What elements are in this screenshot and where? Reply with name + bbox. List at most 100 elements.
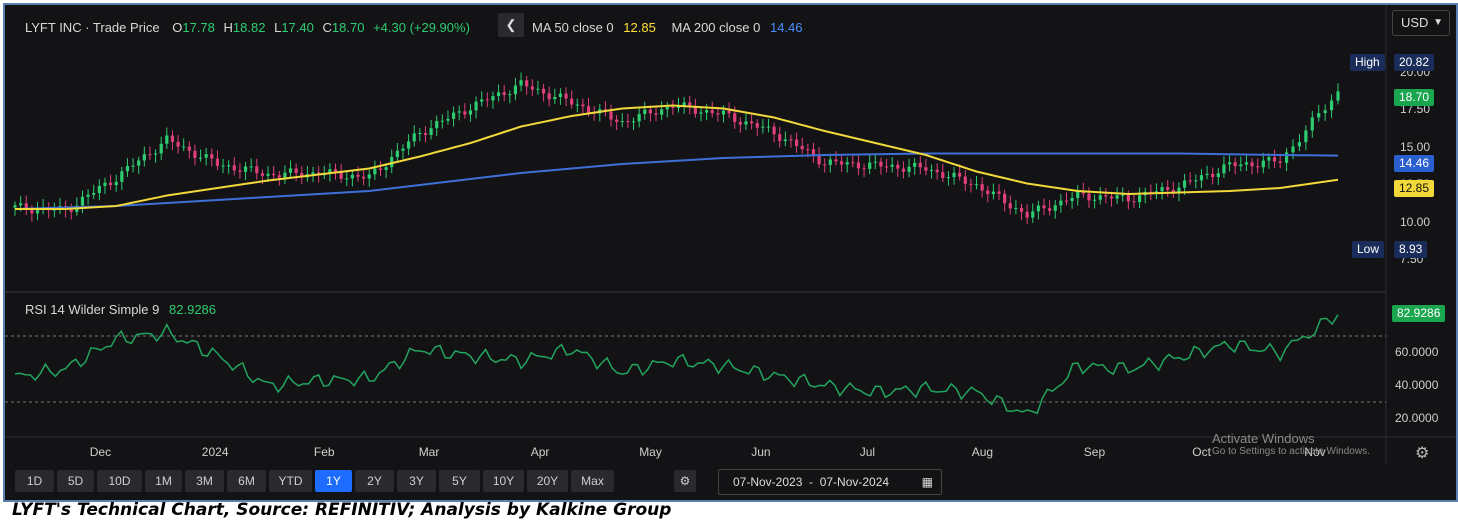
candle-body — [884, 166, 889, 168]
candle-body — [693, 107, 697, 114]
candle-body — [1250, 162, 1254, 167]
candle-body — [1115, 195, 1119, 199]
range-button-1d[interactable]: 1D — [15, 470, 54, 492]
candle-body — [114, 181, 118, 186]
candle-body — [570, 98, 574, 105]
candle-body — [789, 139, 793, 141]
candle-body — [345, 178, 349, 180]
collapse-legend-button[interactable]: ❮ — [498, 13, 524, 37]
ma50-tag-text: 12.85 — [1399, 181, 1430, 195]
time-tick-label: Sep — [1083, 445, 1106, 459]
candle-body — [19, 203, 23, 206]
ma50-tag: 12.85 — [1394, 180, 1435, 197]
candle-body — [761, 126, 765, 128]
candle-body — [176, 141, 180, 147]
time-tick-label: Jul — [859, 445, 876, 459]
candle-body — [260, 173, 265, 176]
candle-body — [1048, 208, 1052, 211]
candle-body — [193, 150, 197, 158]
candle-body — [1132, 201, 1136, 203]
candle-body — [907, 166, 911, 172]
range-button-1m[interactable]: 1M — [145, 470, 182, 492]
candle-body — [52, 209, 56, 211]
range-button-3m[interactable]: 3M — [185, 470, 224, 492]
candle-body — [991, 191, 995, 195]
range-button-5d[interactable]: 5D — [57, 470, 94, 492]
currency-select[interactable]: USD ▼ — [1392, 10, 1450, 36]
candle-body — [929, 169, 934, 171]
ma-legend: MA 50 close 0 12.85 MA 200 close 0 14.46 — [532, 20, 803, 35]
candle-body — [182, 146, 186, 148]
candle-body — [159, 143, 163, 154]
time-tick-label: Aug — [971, 445, 994, 459]
candle-body — [744, 121, 748, 125]
candle-body — [457, 111, 461, 113]
candle-body — [901, 168, 906, 172]
ma50-label: MA 50 close 0 — [532, 20, 614, 35]
range-button-ytd[interactable]: YTD — [269, 470, 312, 492]
symbol-name: LYFT INC · Trade Price — [25, 20, 160, 35]
candle-body — [131, 165, 135, 167]
chevron-left-icon: ❮ — [505, 17, 517, 32]
candle-body — [862, 168, 866, 170]
candle-body — [255, 166, 259, 174]
range-button-10y[interactable]: 10Y — [483, 470, 524, 492]
range-button-1y[interactable]: 1Y — [315, 470, 352, 492]
candle-body — [249, 166, 253, 168]
time-tick-label: Oct — [1192, 445, 1211, 459]
candle-body — [676, 106, 681, 108]
low-tag: Low — [1352, 241, 1385, 258]
candle-body — [766, 126, 771, 128]
candle-body — [468, 110, 473, 115]
rsi-value-tag-text: 82.9286 — [1397, 306, 1441, 320]
ma50-value: 12.85 — [623, 20, 656, 35]
candle-body — [575, 104, 579, 106]
watermark: Activate Windows Go to Settings to activ… — [1212, 431, 1370, 457]
range-button-5y[interactable]: 5Y — [439, 470, 480, 492]
candle-body — [384, 167, 388, 170]
range-button-3y[interactable]: 3Y — [397, 470, 436, 492]
candle-body — [1323, 110, 1327, 114]
candle-body — [288, 168, 293, 173]
candle-body — [778, 134, 782, 142]
candle-body — [80, 196, 85, 206]
candle-body — [1205, 173, 1209, 176]
range-button-6m[interactable]: 6M — [227, 470, 266, 492]
currency-value: USD — [1401, 15, 1429, 30]
candle-body — [221, 165, 225, 167]
candle-body — [92, 192, 96, 195]
candle-body — [626, 121, 630, 123]
range-button-10d[interactable]: 10D — [97, 470, 142, 492]
candle-body — [1310, 117, 1314, 131]
candle-body — [272, 173, 276, 176]
candle-body — [440, 120, 444, 122]
rsi-tick-label: 20.0000 — [1395, 410, 1439, 425]
candle-body — [997, 191, 1001, 194]
time-tick-label: Jun — [751, 445, 771, 459]
candle-body — [1227, 162, 1232, 165]
candle-body — [1093, 199, 1097, 201]
candle-body — [1304, 130, 1308, 143]
candle-body — [401, 148, 405, 151]
candle-body — [924, 167, 928, 171]
candle-body — [941, 172, 945, 178]
range-settings-button[interactable]: ⚙ — [674, 470, 696, 492]
settings-gear-icon[interactable]: ⚙ — [1415, 445, 1430, 462]
candle-body — [682, 102, 686, 107]
candle-body — [890, 164, 894, 167]
date-range-picker[interactable]: 07-Nov-2023 - 07-Nov-2024 ▦ — [718, 469, 942, 495]
candle-body — [963, 176, 967, 184]
high-tag-value: 20.82 — [1394, 54, 1435, 71]
chart-legend: LYFT INC · Trade Price O17.78 H18.82 L17… — [25, 20, 470, 35]
range-button-20y[interactable]: 20Y — [527, 470, 568, 492]
range-button-2y[interactable]: 2Y — [355, 470, 394, 492]
candle-body — [553, 96, 557, 100]
candle-body — [333, 169, 338, 172]
candle-body — [148, 154, 152, 156]
candle-body — [215, 158, 220, 166]
candle-body — [1222, 164, 1226, 174]
range-button-max[interactable]: Max — [571, 470, 614, 492]
candle-body — [395, 150, 399, 158]
candle-body — [97, 186, 101, 193]
candle-body — [137, 160, 141, 166]
